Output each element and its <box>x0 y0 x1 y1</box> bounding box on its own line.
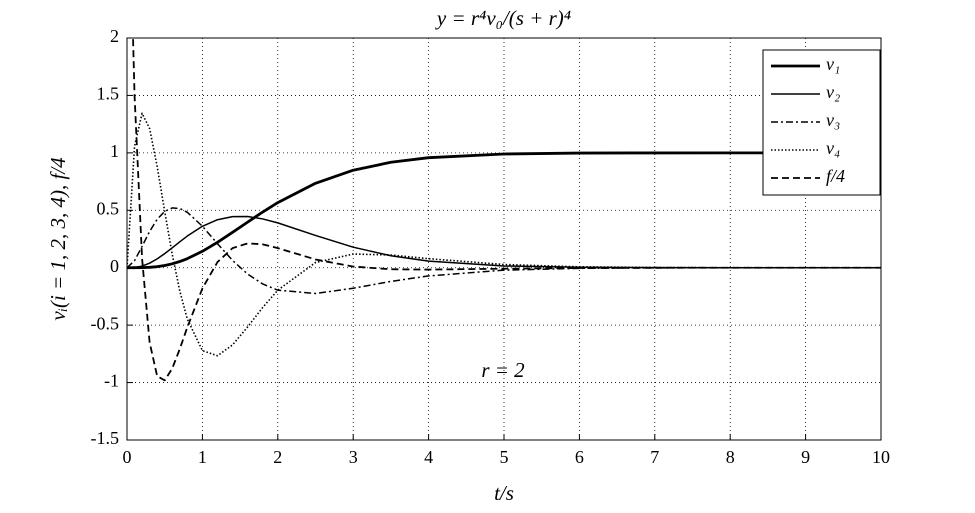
x-axis-label: t/s <box>494 481 514 505</box>
series-line <box>127 151 881 270</box>
chart-title: y = r⁴v₀/(s + r)⁴ <box>435 6 571 30</box>
annotation: r = 2 <box>481 358 525 382</box>
x-tick-label: 7 <box>650 447 659 467</box>
x-tick-label: 5 <box>500 447 509 467</box>
x-tick-label: 0 <box>123 447 132 467</box>
y-tick-label: 0 <box>110 256 119 276</box>
y-axis-label: vᵢ(i = 1, 2, 3, 4), f/4 <box>46 157 70 321</box>
y-tick-label: 0.5 <box>97 198 120 218</box>
series-line <box>127 112 881 357</box>
y-tick-label: -1 <box>104 371 119 391</box>
y-tick-label: -1.5 <box>91 428 120 448</box>
series-line <box>132 38 881 382</box>
legend-box <box>762 49 881 196</box>
y-tick-label: -0.5 <box>91 313 120 333</box>
x-tick-label: 3 <box>349 447 358 467</box>
x-tick-label: 2 <box>273 447 282 467</box>
y-tick-label: 2 <box>110 26 119 46</box>
legend-label: v₂ <box>826 82 840 102</box>
y-tick-label: 1 <box>110 141 119 161</box>
legend-label: f/4 <box>826 166 845 186</box>
x-tick-label: 10 <box>872 447 890 467</box>
legend-label: v₄ <box>826 138 840 158</box>
x-tick-label: 9 <box>801 447 810 467</box>
plot-frame <box>126 37 882 441</box>
legend-label: v₁ <box>826 54 840 74</box>
y-tick-label: 1.5 <box>97 84 120 104</box>
x-tick-label: 8 <box>726 447 735 467</box>
series-line <box>127 207 881 295</box>
series-line <box>127 215 881 269</box>
legend-label: v₃ <box>826 110 840 130</box>
x-tick-label: 6 <box>575 447 584 467</box>
x-tick-label: 4 <box>424 447 433 467</box>
x-tick-label: 1 <box>198 447 207 467</box>
